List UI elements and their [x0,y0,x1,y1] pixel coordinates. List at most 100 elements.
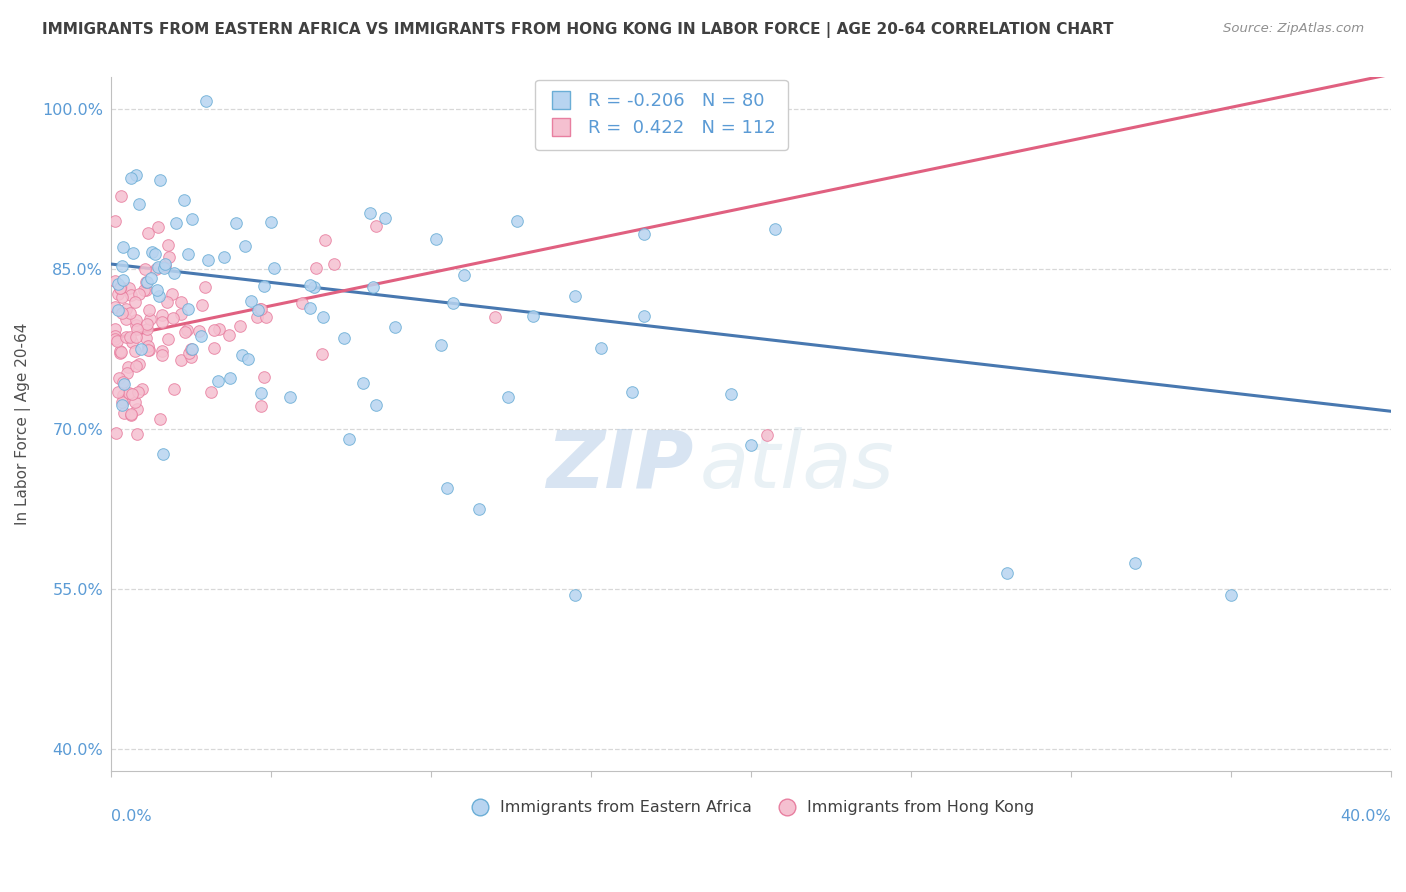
Point [104,328,127,343]
Point [364,398,387,412]
Point [633,227,655,241]
Point [564,588,586,602]
Point [374,211,396,226]
Point [111,398,134,412]
Point [197,252,219,267]
Point [177,301,200,316]
Point [506,214,529,228]
Point [177,346,200,360]
Point [149,412,172,426]
Point [468,502,491,516]
Point [246,302,269,317]
Point [114,329,136,343]
Point [131,342,153,356]
Point [124,343,146,358]
Point [246,310,269,324]
Point [200,384,222,399]
Point [127,402,149,417]
Point [128,287,150,301]
Point [115,311,138,326]
Point [108,346,131,360]
Point [621,384,644,399]
Point [107,302,129,317]
Point [152,261,174,276]
Point [131,383,153,397]
Point [150,316,173,330]
Point [156,294,179,309]
Point [110,280,132,294]
Point [522,310,544,324]
Point [314,233,336,247]
Point [145,262,167,277]
Point [174,325,197,339]
Point [150,343,173,358]
Point [120,407,142,421]
Legend: Immigrants from Eastern Africa, Immigrants from Hong Kong: Immigrants from Eastern Africa, Immigran… [461,794,1040,822]
Point [263,261,285,276]
Point [484,310,506,325]
Point [111,272,134,286]
Point [110,281,132,295]
Point [229,319,252,334]
Point [149,173,172,187]
Point [124,295,146,310]
Point [218,371,240,385]
Point [110,259,132,273]
Point [250,301,273,316]
Point [104,425,127,440]
Point [146,219,169,234]
Point [337,432,360,446]
Text: IMMIGRANTS FROM EASTERN AFRICA VS IMMIGRANTS FROM HONG KONG IN LABOR FORCE | AGE: IMMIGRANTS FROM EASTERN AFRICA VS IMMIGR… [42,22,1114,38]
Point [136,339,159,353]
Point [118,281,141,295]
Point [104,322,127,336]
Point [176,323,198,337]
Point [155,259,177,273]
Point [425,232,447,246]
Point [148,289,170,303]
Point [112,375,135,389]
Point [441,296,464,310]
Point [134,261,156,276]
Point [127,322,149,336]
Point [124,318,146,333]
Point [299,301,322,315]
Point [311,347,333,361]
Point [120,287,142,301]
Point [132,283,155,297]
Point [136,227,159,241]
Point [112,406,135,420]
Point [170,295,193,310]
Point [363,280,385,294]
Point [436,481,458,495]
Point [150,348,173,362]
Point [105,334,128,348]
Point [156,238,179,252]
Point [254,310,277,324]
Point [138,343,160,358]
Point [180,342,202,356]
Point [108,281,131,295]
Point [250,399,273,413]
Text: atlas: atlas [700,426,894,505]
Point [141,244,163,259]
Point [141,271,163,285]
Point [107,287,129,301]
Point [740,438,762,452]
Y-axis label: In Labor Force | Age 20-64: In Labor Force | Age 20-64 [15,323,31,525]
Point [152,447,174,461]
Point [120,306,142,320]
Point [225,216,247,230]
Point [117,359,139,374]
Point [110,189,132,203]
Point [138,303,160,318]
Point [135,322,157,336]
Point [143,247,166,261]
Point [195,94,218,108]
Point [312,310,335,324]
Point [162,266,184,280]
Point [104,213,127,227]
Point [1220,588,1243,602]
Point [359,205,381,219]
Point [114,376,136,391]
